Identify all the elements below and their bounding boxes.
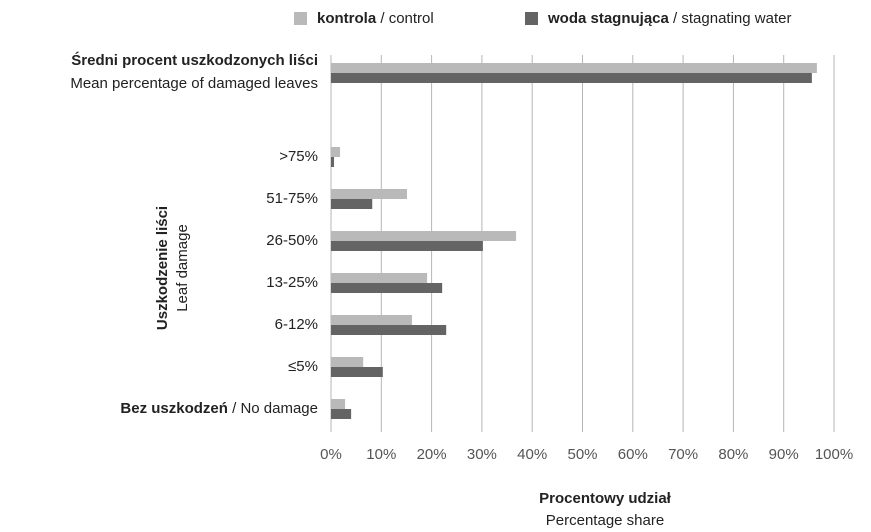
- y-tick-label: ≤5%: [288, 358, 318, 375]
- x-tick-label: 10%: [366, 446, 396, 463]
- bar: [331, 315, 412, 325]
- legend-label-text: / control: [376, 10, 434, 27]
- legend-label-text: / stagnating water: [669, 10, 792, 27]
- y-tick-label: 13-25%: [266, 274, 318, 291]
- x-tick-label: 40%: [517, 446, 547, 463]
- x-tick-label: 30%: [467, 446, 497, 463]
- x-axis-label-text: Percentage share: [546, 512, 664, 529]
- bar: [331, 325, 447, 335]
- y-tick-label-bold: Bez uszkodzeń: [120, 400, 228, 417]
- bar: [331, 357, 364, 367]
- bar: [331, 63, 817, 73]
- bar: [331, 73, 812, 83]
- bar: [331, 241, 483, 251]
- y-tick-label: 26-50%: [266, 232, 318, 249]
- legend-label-bold: woda stagnująca: [547, 10, 670, 27]
- y-tick-label-bold: Średni procent uszkodzonych liści: [71, 51, 318, 69]
- legend-swatch: [294, 12, 307, 25]
- x-tick-label: 80%: [718, 446, 748, 463]
- bar: [331, 157, 335, 167]
- y-tick-label: Bez uszkodzeń / No damage: [120, 400, 318, 417]
- bar: [331, 189, 407, 199]
- legend-label-bold: kontrola: [317, 10, 377, 27]
- y-tick-label: 51-75%: [266, 190, 318, 207]
- legend-swatch: [525, 12, 538, 25]
- x-tick-label: 60%: [618, 446, 648, 463]
- x-axis-label-bold: Procentowy udział: [539, 490, 672, 507]
- bar: [331, 399, 346, 409]
- bar: [331, 283, 443, 293]
- y-tick-label: 6-12%: [275, 316, 318, 333]
- y-tick-label-text: / No damage: [228, 400, 318, 417]
- x-tick-label: 100%: [815, 446, 853, 463]
- y-tick-label: >75%: [279, 148, 318, 165]
- y-tick-label: Mean percentage of damaged leaves: [70, 75, 318, 92]
- bar: [331, 273, 428, 283]
- y-axis-label: Uszkodzenie liści Leaf damage: [154, 206, 191, 330]
- x-tick-label: 90%: [769, 446, 799, 463]
- bar: [331, 147, 341, 157]
- legend-label: kontrola / control: [317, 10, 434, 27]
- bar: [331, 231, 517, 241]
- y-axis-label-text: Leaf damage: [174, 224, 191, 312]
- x-tick-label: 20%: [417, 446, 447, 463]
- x-tick-label: 70%: [668, 446, 698, 463]
- bar: [331, 199, 373, 209]
- x-tick-label: 50%: [567, 446, 597, 463]
- bar: [331, 409, 352, 419]
- legend-label: woda stagnująca / stagnating water: [547, 10, 791, 27]
- bar: [331, 367, 383, 377]
- x-tick-label: 0%: [320, 446, 342, 463]
- y-axis-label-bold: Uszkodzenie liści: [154, 206, 171, 330]
